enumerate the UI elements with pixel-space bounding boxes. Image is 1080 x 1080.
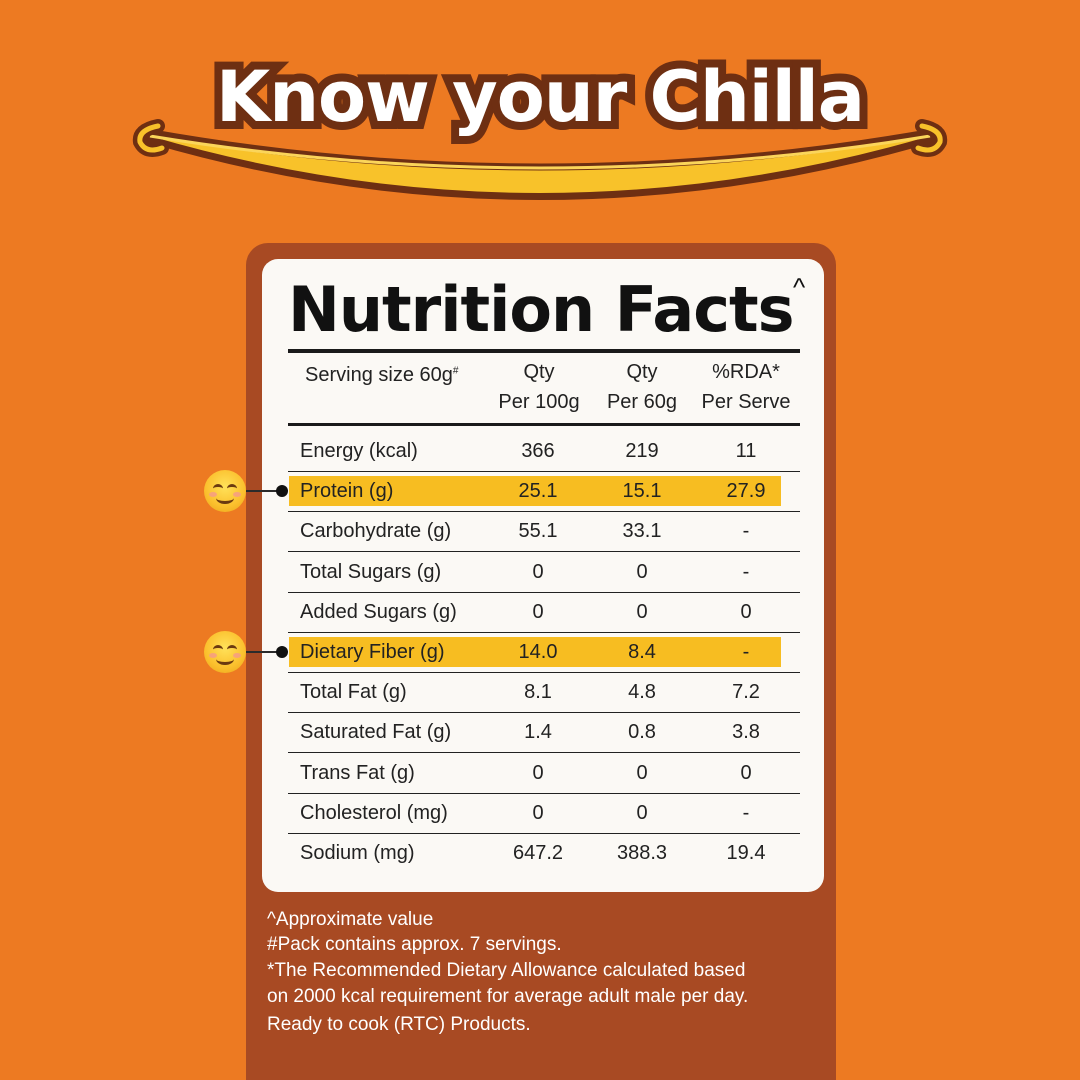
- value-per-60g: 0: [636, 601, 648, 623]
- value-rda: 11: [735, 440, 757, 462]
- value-rda: 19.4: [726, 842, 766, 864]
- nutrient-label: Added Sugars (g): [300, 601, 457, 623]
- value-per-60g: 219: [625, 440, 659, 462]
- row-divider: [288, 551, 800, 552]
- value-rda: 3.8: [732, 721, 760, 743]
- title-divider: [288, 349, 800, 353]
- value-rda: -: [742, 561, 750, 583]
- smiling-face-icon: [204, 631, 246, 673]
- footnote-approximate: ^Approximate value: [267, 909, 434, 930]
- value-rda: -: [742, 641, 750, 663]
- value-per-100g: 647.2: [512, 842, 564, 864]
- footnote-rda-line2: on 2000 kcal requirement for average adu…: [267, 986, 749, 1007]
- value-per-60g: 0: [636, 561, 648, 583]
- smiling-face-icon: [204, 470, 246, 512]
- value-per-100g: 8.1: [524, 681, 552, 703]
- col-rda-header: %RDA* Per Serve: [701, 361, 791, 413]
- value-per-100g: 0: [532, 601, 544, 623]
- marker-connector: [246, 651, 284, 653]
- headline: Know your Chilla: [208, 48, 873, 146]
- value-per-60g: 0: [636, 762, 648, 784]
- highlighted-row-background: [289, 637, 781, 667]
- highlighted-row-background: [289, 476, 781, 506]
- nutrient-label: Energy (kcal): [300, 440, 418, 462]
- smile-curve-icon: [132, 119, 948, 200]
- value-per-100g: 0: [532, 762, 544, 784]
- value-per-60g: 33.1: [622, 520, 662, 542]
- row-divider: [288, 672, 800, 673]
- value-rda: 27.9: [726, 480, 766, 502]
- marker-dot: [276, 485, 288, 497]
- footnote-servings: #Pack contains approx. 7 servings.: [267, 934, 562, 955]
- value-per-60g: 4.8: [628, 681, 656, 703]
- marker-connector: [246, 490, 284, 492]
- value-per-100g: 14.0: [518, 641, 558, 663]
- footnote-rda-line1: *The Recommended Dietary Allowance calcu…: [267, 960, 746, 981]
- value-per-60g: 8.4: [628, 641, 656, 663]
- nutrition-facts-card: [262, 259, 824, 892]
- footnote-rtc: Ready to cook (RTC) Products.: [267, 1014, 531, 1035]
- row-divider: [288, 632, 800, 633]
- nutrient-label: Sodium (mg): [300, 842, 415, 864]
- value-per-100g: 55.1: [518, 520, 558, 542]
- value-per-60g: 15.1: [622, 480, 662, 502]
- nutrient-label: Saturated Fat (g): [300, 721, 452, 743]
- value-per-100g: 366: [521, 440, 555, 462]
- row-divider: [288, 471, 800, 472]
- value-per-100g: 1.4: [524, 721, 552, 743]
- row-divider: [288, 752, 800, 753]
- value-per-100g: 0: [532, 561, 544, 583]
- nutrient-label: Carbohydrate (g): [300, 520, 452, 542]
- nutrient-label: Total Fat (g): [300, 681, 407, 703]
- value-rda: -: [742, 802, 750, 824]
- row-divider: [288, 511, 800, 512]
- nutrient-label: Total Sugars (g): [300, 561, 442, 583]
- value-rda: 0: [740, 762, 752, 784]
- value-per-60g: 0.8: [628, 721, 656, 743]
- nutrient-label: Cholesterol (mg): [300, 802, 448, 824]
- row-divider: [288, 712, 800, 713]
- header-divider: [288, 423, 800, 426]
- col-qty-per-100g-header: Qty Per 100g: [498, 361, 580, 413]
- row-divider: [288, 592, 800, 593]
- row-divider: [288, 793, 800, 794]
- nutrient-label: Dietary Fiber (g): [300, 641, 445, 663]
- value-per-60g: 388.3: [616, 842, 668, 864]
- approximate-mark: ^: [793, 272, 806, 302]
- nutrient-label: Protein (g): [300, 480, 394, 502]
- marker-dot: [276, 646, 288, 658]
- value-per-100g: 25.1: [518, 480, 558, 502]
- value-rda: 0: [740, 601, 752, 623]
- serving-size-label: Serving size 60g#: [305, 364, 459, 386]
- value-rda: 7.2: [732, 681, 760, 703]
- nutrition-facts-title: Nutrition Facts: [288, 273, 795, 346]
- row-divider: [288, 833, 800, 834]
- value-per-60g: 0: [636, 802, 648, 824]
- value-rda: -: [742, 520, 750, 542]
- nutrient-label: Trans Fat (g): [300, 762, 415, 784]
- col-qty-per-60g-header: Qty Per 60g: [606, 361, 678, 413]
- value-per-100g: 0: [532, 802, 544, 824]
